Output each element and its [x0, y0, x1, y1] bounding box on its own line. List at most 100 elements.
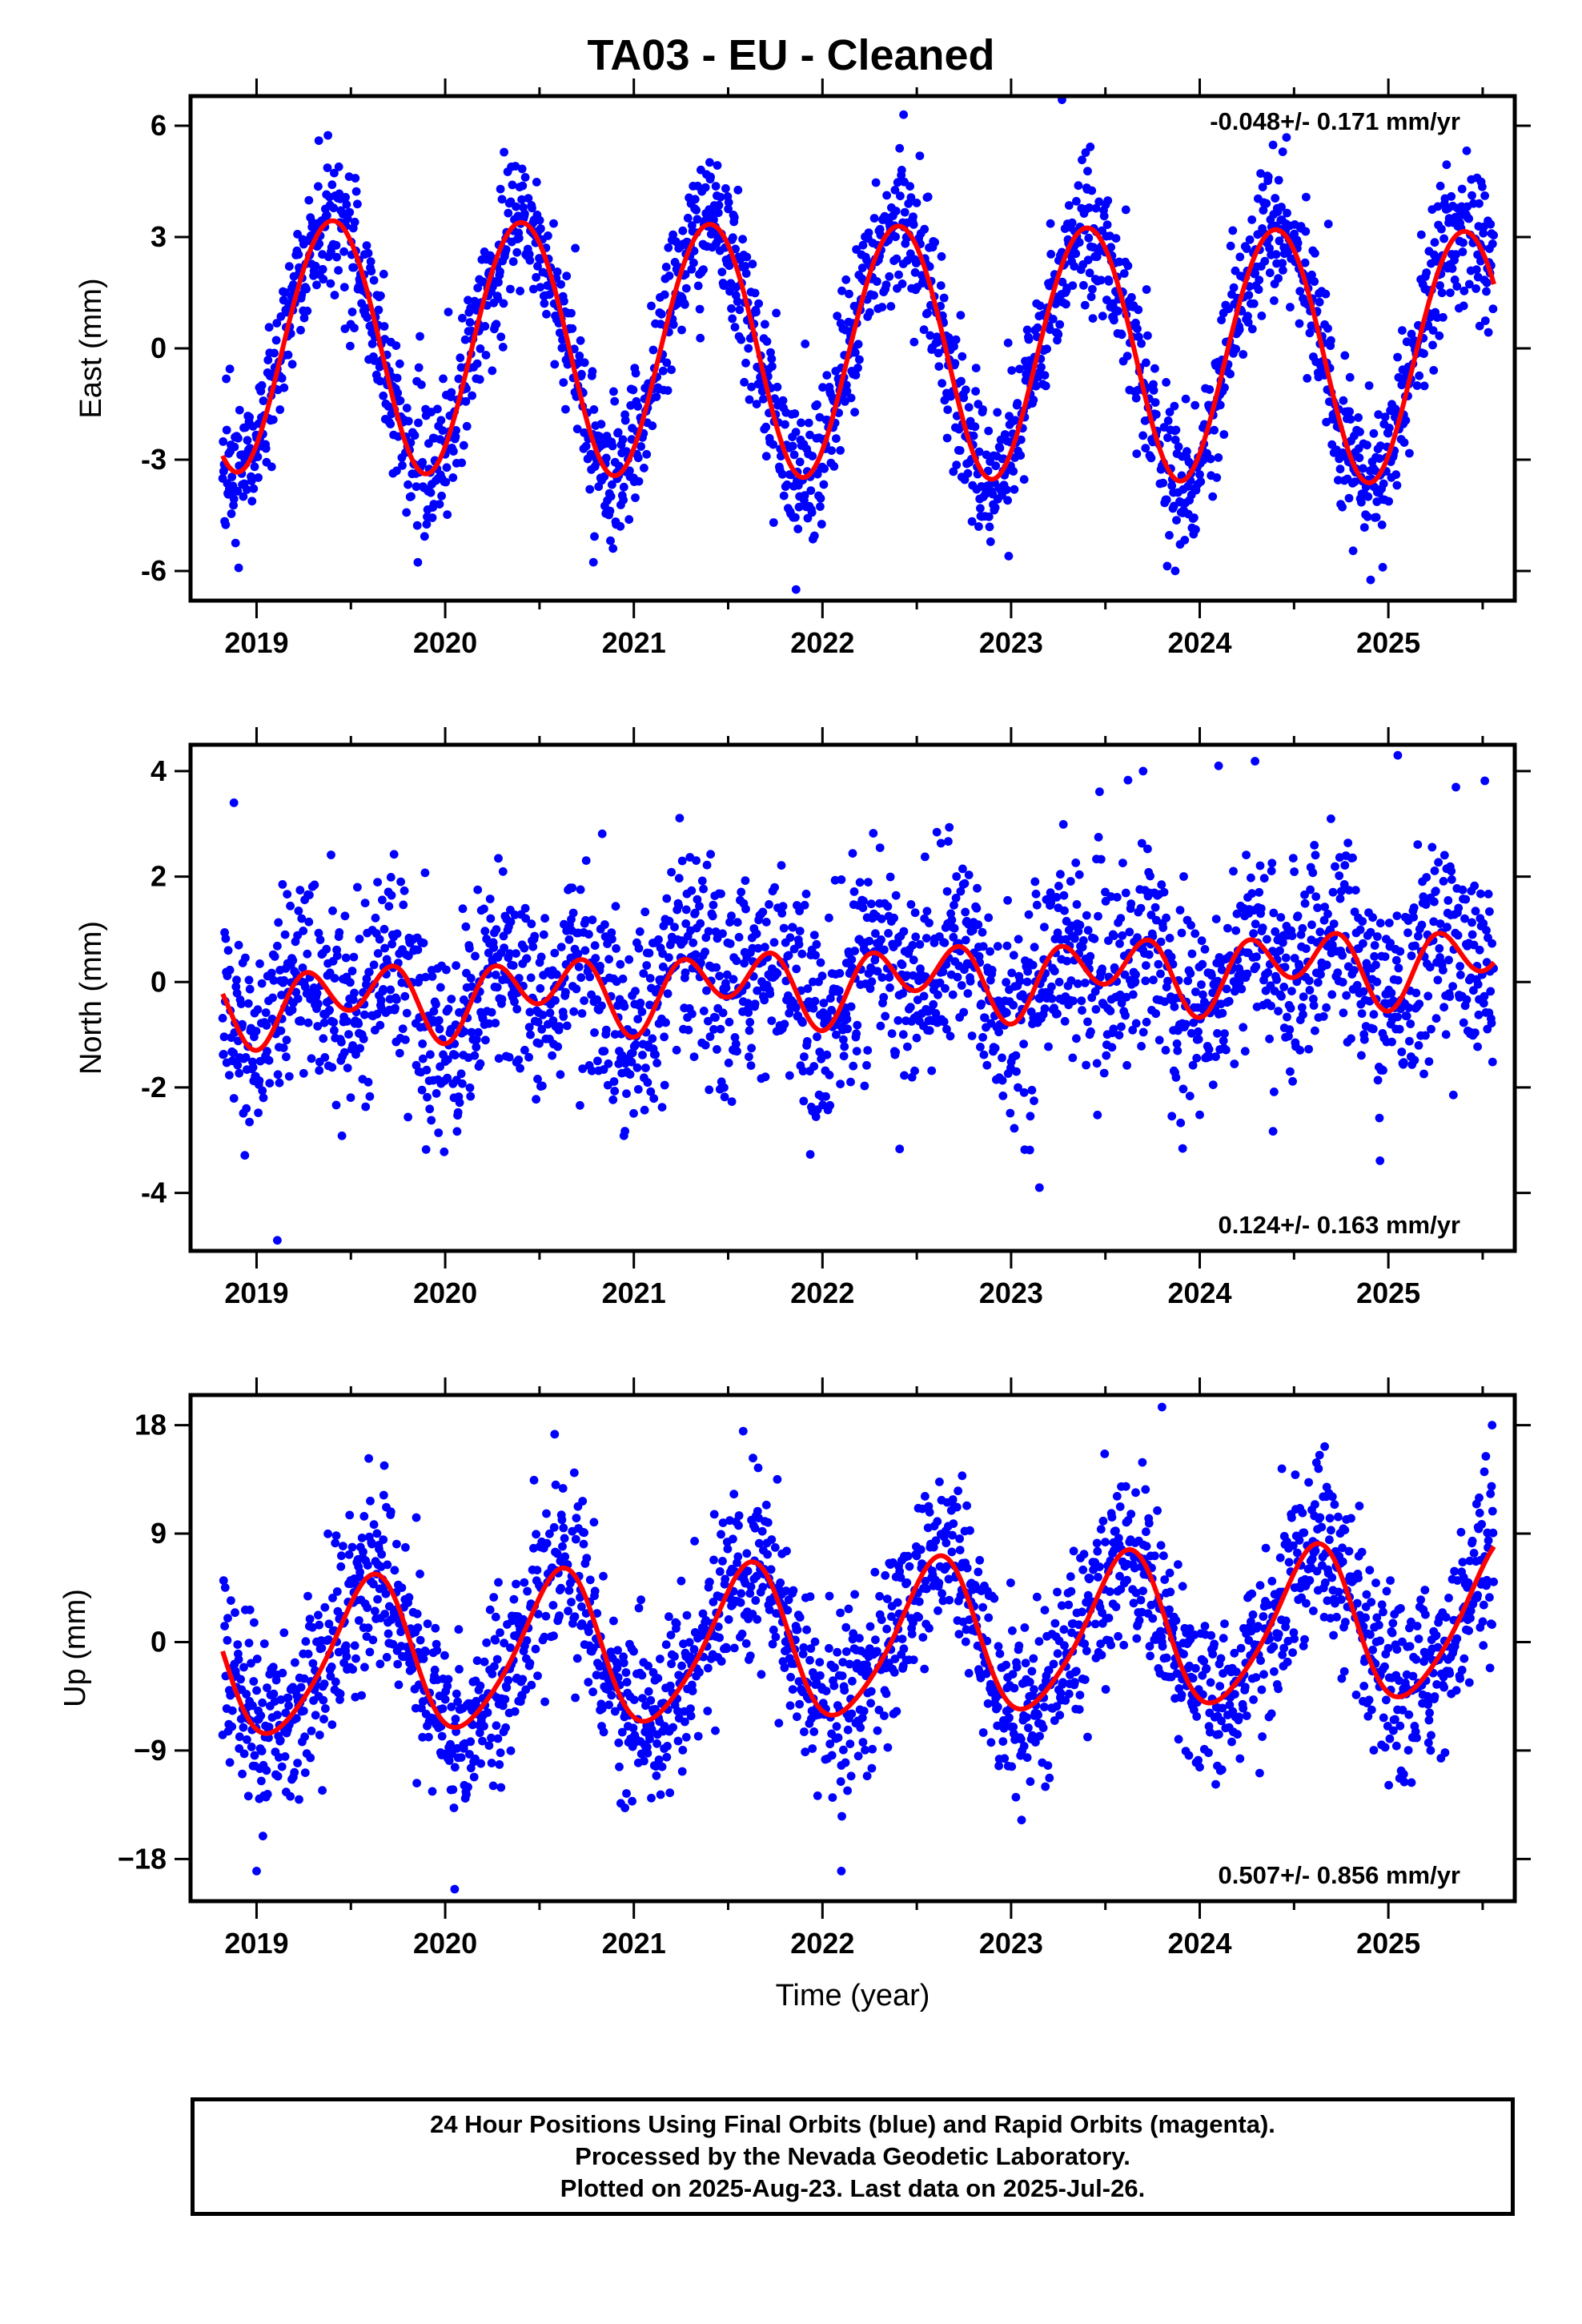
data-point — [478, 1736, 487, 1746]
data-point — [1343, 838, 1353, 847]
data-point — [1488, 239, 1497, 248]
data-point — [833, 312, 842, 320]
data-point — [1002, 978, 1010, 987]
data-point — [830, 875, 840, 885]
data-point — [1302, 944, 1311, 953]
data-point — [263, 1047, 271, 1056]
data-point — [706, 172, 715, 182]
data-point — [1080, 300, 1090, 310]
data-point — [731, 1039, 741, 1048]
data-point — [879, 992, 889, 1002]
data-point — [241, 1053, 251, 1062]
data-point — [961, 935, 970, 945]
data-point — [1384, 497, 1393, 506]
data-point — [762, 337, 772, 346]
data-point — [681, 283, 691, 293]
data-point — [220, 1622, 229, 1630]
data-point — [1056, 870, 1065, 879]
data-point — [1359, 987, 1368, 996]
data-point — [1239, 350, 1248, 359]
data-point — [320, 1053, 330, 1062]
data-point — [514, 233, 524, 243]
data-point — [1102, 1051, 1111, 1060]
x-tick-label: 2025 — [1356, 1277, 1420, 1309]
data-point — [518, 181, 528, 191]
data-point — [718, 1008, 728, 1018]
data-point — [257, 1747, 267, 1755]
data-point — [514, 1055, 524, 1064]
data-point — [349, 952, 359, 962]
data-point — [491, 1612, 500, 1622]
page-title: TA03 - EU - Cleaned — [587, 31, 995, 79]
data-point — [1186, 1028, 1196, 1038]
data-point — [664, 243, 673, 252]
data-point — [1379, 479, 1388, 489]
data-point — [1123, 261, 1133, 271]
data-point — [1286, 1067, 1295, 1076]
data-point — [484, 1019, 494, 1028]
data-point — [1404, 1003, 1414, 1012]
data-point — [1092, 1059, 1102, 1068]
data-point — [1226, 241, 1235, 251]
data-point — [1122, 992, 1131, 1002]
data-point — [1117, 999, 1126, 1007]
data-point — [486, 914, 496, 923]
data-point — [805, 1150, 815, 1159]
data-point — [442, 965, 451, 975]
data-point — [348, 1041, 357, 1050]
data-point — [670, 923, 679, 931]
data-point — [701, 947, 709, 957]
data-point — [721, 983, 731, 992]
data-point — [1372, 977, 1382, 987]
data-point — [769, 518, 778, 527]
data-point — [418, 1732, 428, 1742]
x-tick-label: 2023 — [979, 1277, 1043, 1309]
data-point — [1366, 927, 1375, 937]
data-point — [264, 1055, 274, 1065]
data-point — [288, 955, 298, 965]
data-point — [308, 1659, 318, 1668]
data-point — [296, 325, 305, 335]
data-point — [1375, 1113, 1384, 1123]
data-point — [533, 1017, 543, 1027]
data-point — [334, 162, 343, 171]
data-point — [818, 383, 827, 392]
data-point — [1335, 894, 1345, 903]
data-point — [1059, 891, 1069, 900]
data-point — [262, 1021, 271, 1030]
data-point — [1167, 481, 1177, 490]
data-point — [1114, 307, 1122, 316]
data-point — [319, 1034, 328, 1043]
data-point — [785, 1008, 794, 1018]
data-point — [286, 901, 295, 911]
data-point — [593, 1056, 602, 1066]
data-point — [233, 1640, 243, 1650]
data-point — [1107, 1043, 1117, 1052]
data-point — [732, 956, 741, 966]
data-point — [1094, 197, 1104, 207]
data-point — [897, 279, 907, 288]
data-point — [1163, 976, 1172, 986]
data-point — [952, 872, 962, 881]
data-point — [1327, 940, 1337, 950]
data-point — [1275, 946, 1284, 955]
data-point — [720, 1083, 729, 1092]
data-point — [474, 1027, 483, 1037]
data-point — [431, 1623, 440, 1633]
data-point — [497, 995, 507, 1004]
data-point — [875, 843, 885, 852]
data-point — [324, 1619, 334, 1629]
data-point — [500, 943, 508, 952]
data-point — [1079, 280, 1088, 290]
data-point — [444, 1756, 454, 1765]
data-point — [1355, 925, 1365, 935]
data-point — [667, 867, 676, 877]
data-point — [936, 281, 946, 290]
data-point — [1111, 234, 1121, 243]
data-point — [1028, 960, 1038, 970]
data-point — [1392, 480, 1402, 490]
data-point — [825, 913, 833, 923]
data-point — [1274, 274, 1283, 283]
x-tick-label: 2022 — [790, 626, 854, 659]
data-point — [1154, 1035, 1164, 1045]
